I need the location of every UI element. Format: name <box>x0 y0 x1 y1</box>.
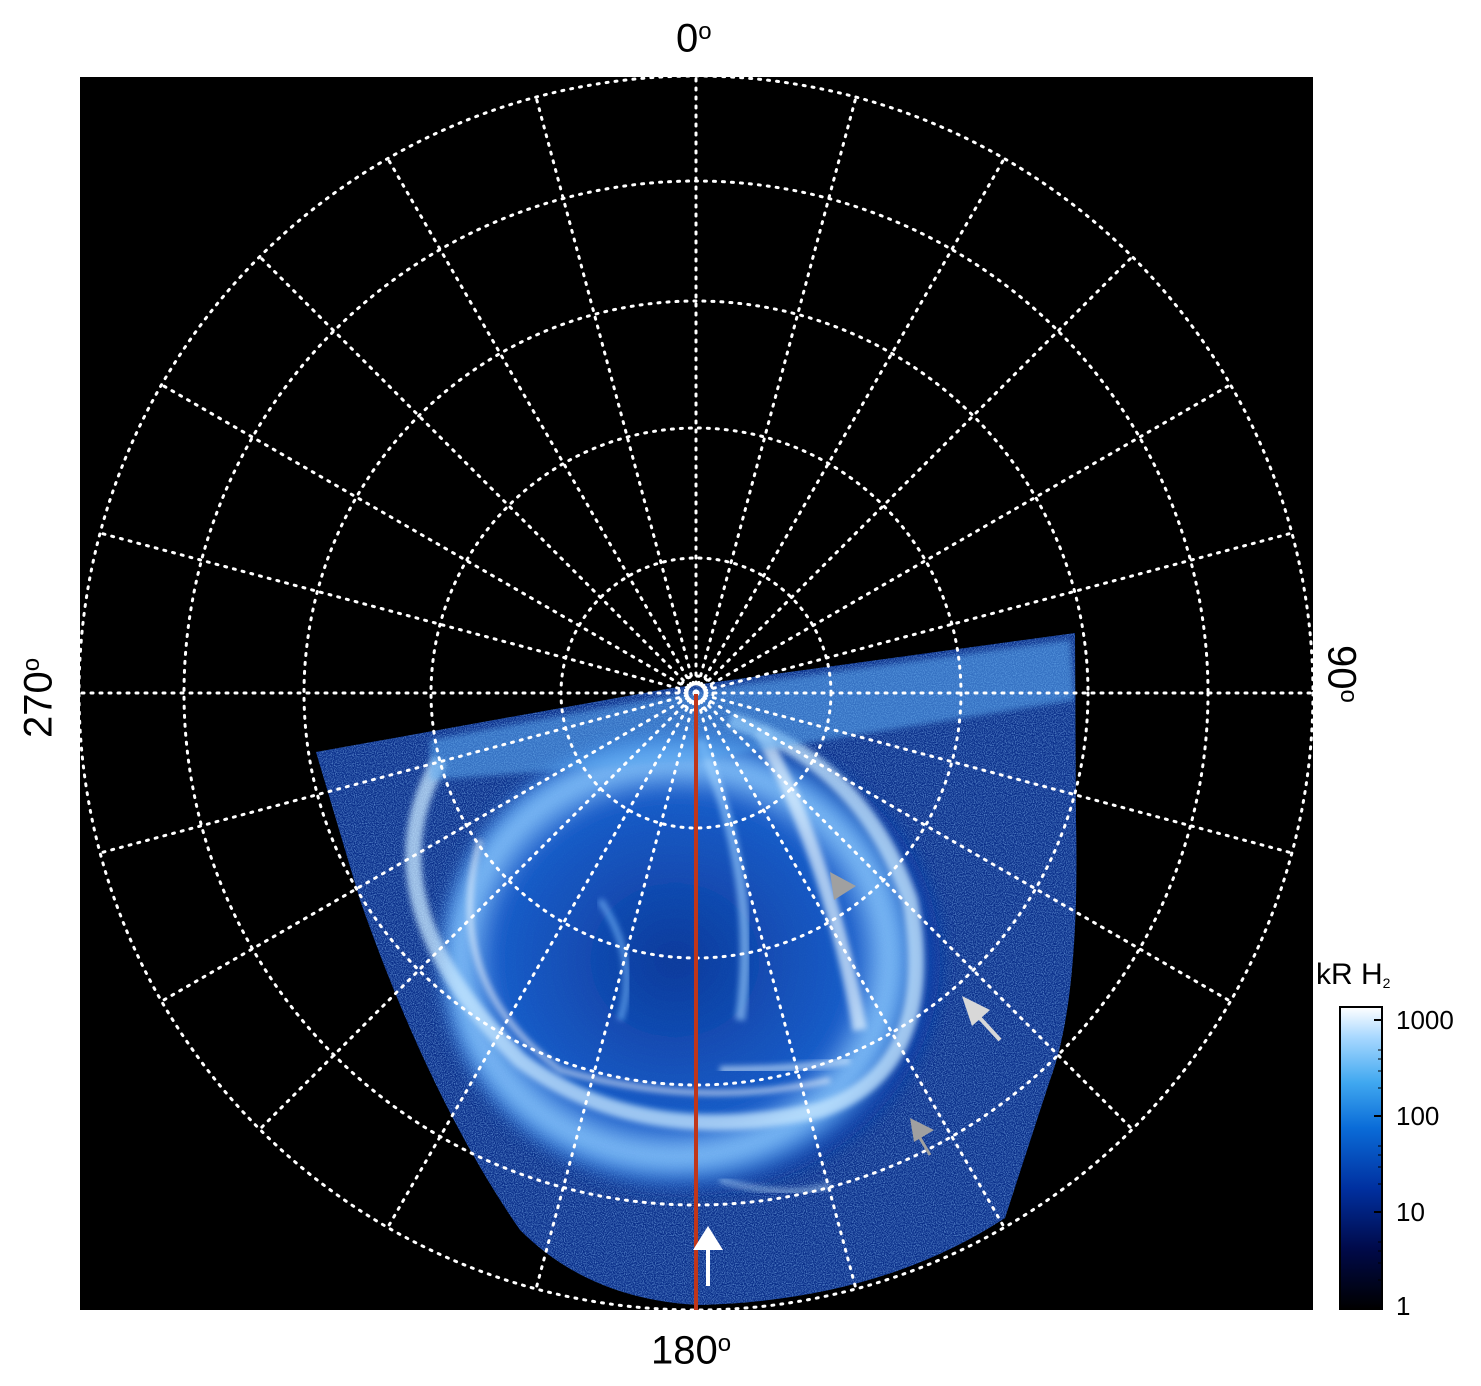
colorbar-tick-10: 10 <box>1396 1197 1425 1227</box>
colorbar-tick-100: 100 <box>1396 1101 1440 1131</box>
angle-label-90: 90o <box>1319 645 1364 703</box>
angle-label-180: 180o <box>651 1328 732 1373</box>
gray-arrow-lower <box>910 1118 934 1156</box>
white-arrow-right <box>962 996 1002 1042</box>
white-arrow-bottom <box>693 1226 723 1286</box>
colorbar-tick-1000: 1000 <box>1396 1005 1454 1035</box>
angle-label-270: 270o <box>16 657 61 738</box>
colorbar-tick-1: 1 <box>1396 1291 1411 1321</box>
polar-grid <box>80 77 1313 1310</box>
colorbar-title: kR H2 <box>1316 958 1391 991</box>
angle-label-0: 0o <box>676 16 712 61</box>
gray-arrow-upper <box>830 872 856 900</box>
colorbar <box>1339 1006 1383 1310</box>
